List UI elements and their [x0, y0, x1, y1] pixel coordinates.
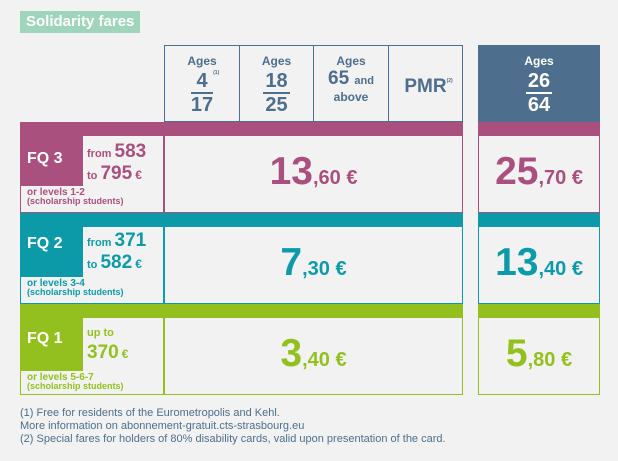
header-ages-label: Ages	[261, 54, 292, 68]
fq1-levels: or levels 5-6-7 (scholarship students)	[21, 371, 163, 394]
to-word: to	[87, 259, 98, 271]
fq3-levels: or levels 1-2 (scholarship students)	[21, 186, 163, 212]
income-high: 370	[87, 342, 119, 363]
price-main: 13	[269, 150, 313, 193]
upto-word: up to	[87, 327, 114, 339]
levels-text: or levels 1-2	[27, 187, 85, 198]
price-cents: ,40 €	[538, 258, 583, 280]
price-cell-fq1-adult	[478, 317, 600, 395]
age-from: 18	[263, 70, 290, 94]
price-main: 3	[280, 332, 303, 375]
header-ages-label: Ages	[336, 54, 366, 68]
age-to: 17	[190, 94, 214, 116]
price-main: 25	[495, 150, 539, 193]
fq3-label-box: FQ 3 from 583 to 795 € or levels 1-2 (sc…	[20, 135, 164, 213]
from-word: from	[87, 148, 112, 160]
fq2-label-box: FQ 2 from 371 to 582 € or levels 3-4 (sc…	[20, 226, 164, 304]
price-cents: ,30 €	[302, 258, 347, 280]
scholar-text: (scholarship students)	[27, 287, 124, 297]
price-main: 7	[280, 241, 303, 284]
fq-code: FQ	[27, 150, 50, 167]
price-fq1-adult: 5,80 €	[478, 332, 600, 376]
age-from: 26	[525, 70, 553, 94]
header-ages-18-25: Ages 18 25	[239, 45, 314, 122]
price-cell-fq1	[164, 317, 463, 395]
price-fq1: 3,40 €	[164, 332, 463, 376]
fq-number: 2	[53, 235, 63, 252]
currency: €	[135, 168, 142, 182]
price-cell-fq2	[164, 226, 463, 304]
fq3-badge: FQ 3	[21, 136, 83, 187]
header-ages-65-above: Ages 65 and above	[313, 45, 389, 122]
header-ages-label: Ages	[524, 54, 554, 68]
price-cents: ,80 €	[527, 349, 573, 371]
footnote-1-link: More information on abonnement-gratuit.c…	[20, 420, 305, 432]
above-word: above	[333, 90, 369, 104]
page-title: Solidarity fares	[20, 11, 141, 33]
fq-code: FQ	[27, 330, 50, 347]
header-ages-label: Ages	[187, 54, 217, 68]
fq1-label-box: FQ 1 up to 370 € or levels 5-6-7 (schola…	[20, 317, 164, 395]
header-ages-26-64: Ages 26 64	[478, 45, 600, 122]
fq2-badge: FQ 2	[21, 227, 83, 278]
row-strip-fq2-adult	[478, 213, 600, 226]
row-strip-fq3-adult	[478, 122, 600, 135]
footnote-1: (1) Free for residents of the Eurometrop…	[20, 407, 280, 419]
price-cents: ,60 €	[312, 167, 358, 189]
price-cell-fq3	[164, 135, 463, 213]
price-main: 5	[505, 332, 528, 375]
scholar-text: (scholarship students)	[27, 381, 124, 391]
fq3-income-range: from 583 to 795 €	[83, 136, 163, 187]
price-cell-fq2-adult	[478, 226, 600, 304]
and-word: and	[354, 75, 374, 87]
to-word: to	[87, 170, 98, 182]
fq-number: 1	[53, 330, 63, 347]
row-strip-fq1-adult	[478, 304, 600, 317]
header-ages-4-17: Ages 4 17 (1)	[164, 45, 240, 122]
row-strip-fq1	[20, 304, 463, 317]
age-to: 25	[265, 94, 288, 116]
price-cell-fq3-adult	[478, 135, 600, 213]
footnotes: (1) Free for residents of the Eurometrop…	[20, 407, 446, 446]
footnote-mark: (1)	[213, 70, 220, 76]
footnote-2: (2) Special fares for holders of 80% dis…	[20, 433, 446, 445]
fq1-badge: FQ 1	[21, 318, 83, 372]
currency: €	[135, 257, 142, 271]
levels-text: or levels 5-6-7	[27, 372, 94, 383]
row-strip-fq3	[20, 122, 463, 135]
price-main: 13	[495, 241, 539, 284]
row-strip-fq2	[20, 213, 463, 226]
fq2-income-range: from 371 to 582 €	[83, 227, 163, 278]
income-low: 371	[114, 230, 147, 251]
header-pmr: PMR (2)	[388, 45, 463, 122]
currency: €	[121, 347, 129, 361]
age-from: 4	[190, 70, 214, 94]
price-fq3: 13,60 €	[164, 150, 463, 194]
fq-code: FQ	[27, 235, 50, 252]
fq2-levels: or levels 3-4 (scholarship students)	[21, 277, 163, 303]
footnote-mark: (2)	[446, 78, 453, 84]
price-cents: ,40 €	[302, 349, 347, 371]
age-65: 65	[328, 68, 350, 89]
price-fq2: 7,30 €	[164, 241, 463, 285]
scholar-text: (scholarship students)	[27, 196, 124, 206]
income-high: 582	[100, 252, 133, 273]
income-low: 583	[114, 141, 147, 162]
price-cents: ,70 €	[538, 167, 583, 189]
from-word: from	[87, 237, 112, 249]
age-to: 64	[527, 94, 551, 116]
price-fq3-adult: 25,70 €	[478, 150, 600, 194]
pmr-label: PMR	[404, 76, 447, 97]
income-high: 795	[100, 163, 133, 184]
fq-number: 3	[53, 150, 63, 167]
price-fq2-adult: 13,40 €	[478, 241, 600, 285]
fq1-income-range: up to 370 €	[83, 318, 163, 372]
levels-text: or levels 3-4	[27, 278, 85, 289]
